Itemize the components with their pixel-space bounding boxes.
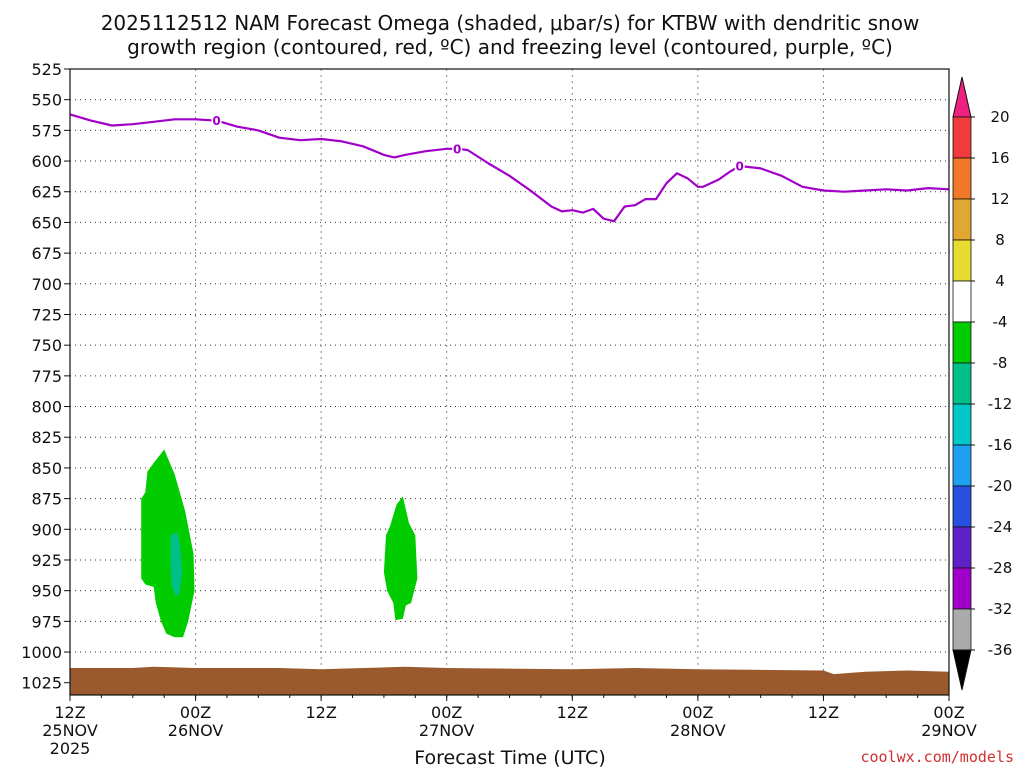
contour-label-bg bbox=[211, 113, 222, 128]
plot-frame bbox=[69, 68, 950, 696]
freezing-contour-label: 0 bbox=[736, 159, 744, 173]
contour-label-bg bbox=[734, 158, 745, 173]
y-tick-label: 775 bbox=[31, 367, 62, 386]
colorbar-box bbox=[952, 280, 972, 323]
y-tick-label: 850 bbox=[31, 459, 62, 478]
y-tick-label: 1025 bbox=[21, 674, 62, 693]
grid-lines bbox=[70, 69, 949, 695]
colorbar-box bbox=[952, 116, 972, 159]
freezing-level-contour: 0 0 0 bbox=[69, 113, 950, 223]
y-tick-label: 700 bbox=[31, 275, 62, 294]
x-tick-label: 00Z bbox=[431, 703, 462, 722]
y-tick-label: 750 bbox=[31, 336, 62, 355]
colorbar-label: -36 bbox=[988, 641, 1013, 659]
x-tick-label: 12Z bbox=[808, 703, 839, 722]
freezing-contour-label: 0 bbox=[453, 142, 461, 156]
x-tick-label: 28NOV bbox=[670, 721, 726, 740]
colorbar-box bbox=[952, 567, 972, 610]
colorbar-label: -8 bbox=[993, 354, 1008, 372]
y-tick-label: 950 bbox=[31, 582, 62, 601]
colorbar-label: -16 bbox=[988, 436, 1013, 454]
colorbar-label: -12 bbox=[988, 395, 1013, 413]
plot-area: 0 0 0 bbox=[69, 68, 950, 696]
site-credit: coolwx.com/models bbox=[860, 748, 1014, 766]
x-tick-label: 27NOV bbox=[419, 721, 475, 740]
y-tick-label: 600 bbox=[31, 152, 62, 171]
y-tick-label: 650 bbox=[31, 213, 62, 232]
y-tick-label: 825 bbox=[31, 428, 62, 447]
colorbar-box bbox=[952, 485, 972, 528]
y-tick-label: 550 bbox=[31, 91, 62, 110]
y-tick-label: 725 bbox=[31, 305, 62, 324]
colorbar-label: 8 bbox=[995, 231, 1005, 249]
colorbar: 20 16 12 8 4 -4 -8 -12 -16 -20 -24 -28 -32 -36 bbox=[952, 76, 1013, 691]
y-axis: 525 550 575 600 625 650 675 700 725 750 775 800 825 8… bbox=[21, 60, 70, 693]
x-tick-label: 00Z bbox=[180, 703, 211, 722]
x-tick-label: 12Z bbox=[54, 703, 85, 722]
colorbar-box bbox=[952, 444, 972, 487]
x-tick-label: 00Z bbox=[682, 703, 713, 722]
x-tick-label: 00Z bbox=[933, 703, 964, 722]
colorbar-box bbox=[952, 239, 972, 282]
colorbar-label: -4 bbox=[993, 313, 1008, 331]
omega-shading bbox=[141, 449, 418, 638]
y-tick-label: 575 bbox=[31, 121, 62, 140]
freezing-level-line bbox=[69, 113, 950, 223]
y-tick-label: 800 bbox=[31, 398, 62, 417]
colorbar-lower-arrow bbox=[952, 649, 972, 691]
colorbar-box bbox=[952, 362, 972, 405]
freezing-contour-label: 0 bbox=[212, 114, 220, 128]
colorbar-box bbox=[952, 157, 972, 200]
chart-title-line2: growth region (contoured, red, ºC) and f… bbox=[127, 35, 893, 59]
ground-fill bbox=[70, 666, 949, 695]
colorbar-label: 4 bbox=[995, 272, 1005, 290]
contour-label-bg bbox=[452, 141, 463, 156]
x-tick-label: 26NOV bbox=[168, 721, 224, 740]
colorbar-label: -20 bbox=[988, 477, 1013, 495]
x-tick-label: 25NOV bbox=[42, 721, 98, 740]
y-tick-label: 525 bbox=[31, 60, 62, 79]
colorbar-label: -24 bbox=[988, 518, 1013, 536]
colorbar-label: -28 bbox=[988, 559, 1013, 577]
y-tick-label: 900 bbox=[31, 520, 62, 539]
colorbar-box bbox=[952, 403, 972, 446]
colorbar-label: 12 bbox=[990, 190, 1009, 208]
x-tick-label: 12Z bbox=[557, 703, 588, 722]
y-tick-label: 925 bbox=[31, 551, 62, 570]
colorbar-label: -32 bbox=[988, 600, 1013, 618]
colorbar-box bbox=[952, 198, 972, 241]
x-axis-label: Forecast Time (UTC) bbox=[414, 747, 605, 768]
colorbar-label: 20 bbox=[990, 108, 1009, 126]
x-tick-label: 2025 bbox=[50, 739, 91, 758]
y-tick-label: 625 bbox=[31, 183, 62, 202]
omega-region-1 bbox=[383, 496, 418, 621]
omega-region-2 bbox=[170, 531, 182, 597]
y-tick-label: 875 bbox=[31, 490, 62, 509]
chart-title-line1: 2025112512 NAM Forecast Omega (shaded, μ… bbox=[101, 11, 920, 35]
colorbar-box bbox=[952, 526, 972, 569]
x-tick-label: 29NOV bbox=[921, 721, 977, 740]
y-tick-label: 1000 bbox=[21, 643, 62, 662]
colorbar-label: 16 bbox=[990, 149, 1009, 167]
y-tick-label: 975 bbox=[31, 612, 62, 631]
y-tick-label: 675 bbox=[31, 244, 62, 263]
omega-region-0 bbox=[141, 449, 195, 638]
ground-surface bbox=[70, 666, 949, 695]
colorbar-box bbox=[952, 608, 972, 651]
colorbar-box bbox=[952, 321, 972, 364]
x-tick-label: 12Z bbox=[305, 703, 336, 722]
colorbar-upper-arrow bbox=[952, 76, 972, 118]
